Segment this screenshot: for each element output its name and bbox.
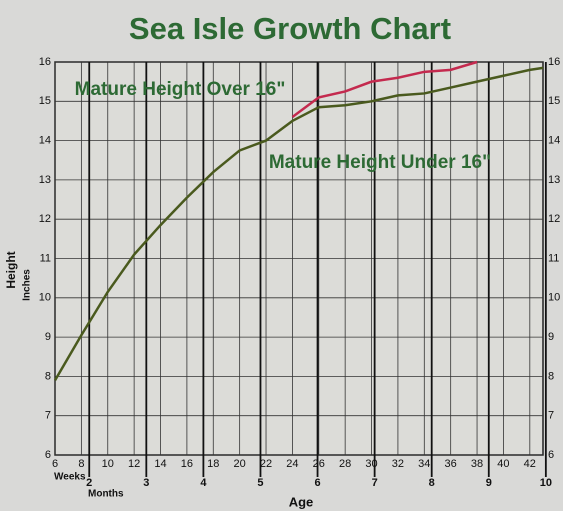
y-tick-label-right: 13 bbox=[548, 174, 560, 186]
x-tick-label: 20 bbox=[234, 458, 246, 470]
x2-tick-label: 9 bbox=[486, 477, 492, 489]
y-tick-label: 15 bbox=[39, 95, 51, 107]
x2-tick-label: 6 bbox=[314, 477, 320, 489]
x-tick-label: 42 bbox=[524, 458, 536, 470]
annotation: Mature Height Under 16" bbox=[269, 152, 491, 173]
series-line bbox=[53, 66, 544, 381]
x-unit-label: Weeks bbox=[54, 472, 86, 483]
x-tick-label: 16 bbox=[181, 458, 193, 470]
y-tick-label-right: 7 bbox=[548, 410, 554, 422]
x-tick-label: 28 bbox=[339, 458, 351, 470]
y-axis-title: Height bbox=[4, 251, 18, 288]
x2-tick-label: 2 bbox=[86, 477, 92, 489]
y-tick-label-right: 6 bbox=[548, 449, 554, 461]
x2-tick-label: 5 bbox=[257, 477, 263, 489]
chart-title: Sea Isle Growth Chart bbox=[129, 11, 451, 46]
x-tick-label: 34 bbox=[418, 458, 430, 470]
y-unit-label: Inches bbox=[22, 269, 33, 301]
x-tick-label: 10 bbox=[102, 458, 114, 470]
x-tick-label: 36 bbox=[445, 458, 457, 470]
y-tick-label-right: 14 bbox=[548, 135, 560, 147]
x2-tick-label: 7 bbox=[372, 477, 378, 489]
y-tick-label: 8 bbox=[45, 370, 51, 382]
y-tick-label: 12 bbox=[39, 213, 51, 225]
x2-tick-label: 8 bbox=[429, 477, 435, 489]
x-tick-label: 8 bbox=[78, 458, 84, 470]
x-axis-title: Age bbox=[289, 494, 314, 509]
y-tick-label: 13 bbox=[39, 174, 51, 186]
x-tick-label: 40 bbox=[497, 458, 509, 470]
y-tick-label-right: 10 bbox=[548, 292, 560, 304]
y-tick-label: 11 bbox=[40, 252, 51, 264]
y-tick-label-right: 8 bbox=[548, 370, 554, 382]
y-tick-label-right: 16 bbox=[548, 56, 560, 68]
y-tick-label: 16 bbox=[39, 56, 51, 68]
x-tick-label: 26 bbox=[313, 458, 325, 470]
y-tick-label: 7 bbox=[45, 410, 51, 422]
x-tick-label: 32 bbox=[392, 458, 404, 470]
x-tick-label: 24 bbox=[286, 458, 298, 470]
x-tick-label: 14 bbox=[154, 458, 166, 470]
y-tick-label-right: 11 bbox=[548, 252, 559, 264]
x2-tick-label: 10 bbox=[540, 477, 552, 489]
x2-unit-label: Months bbox=[88, 489, 124, 500]
x-tick-label: 18 bbox=[207, 458, 219, 470]
x-tick-label: 6 bbox=[52, 458, 58, 470]
y-tick-label: 10 bbox=[39, 292, 51, 304]
y-tick-label-right: 9 bbox=[548, 331, 554, 343]
y-tick-label-right: 12 bbox=[548, 213, 560, 225]
x-tick-label: 38 bbox=[471, 458, 483, 470]
y-tick-label: 6 bbox=[45, 449, 51, 461]
x2-tick-label: 4 bbox=[200, 477, 207, 489]
y-tick-label: 14 bbox=[39, 135, 51, 147]
x2-tick-label: 3 bbox=[143, 477, 149, 489]
x-tick-label: 12 bbox=[128, 458, 140, 470]
y-tick-label: 9 bbox=[45, 331, 51, 343]
y-tick-label-right: 15 bbox=[548, 95, 560, 107]
series-line bbox=[291, 60, 478, 119]
x-tick-label: 30 bbox=[365, 458, 377, 470]
annotation: Mature Height Over 16" bbox=[75, 79, 286, 100]
x-tick-label: 22 bbox=[260, 458, 272, 470]
